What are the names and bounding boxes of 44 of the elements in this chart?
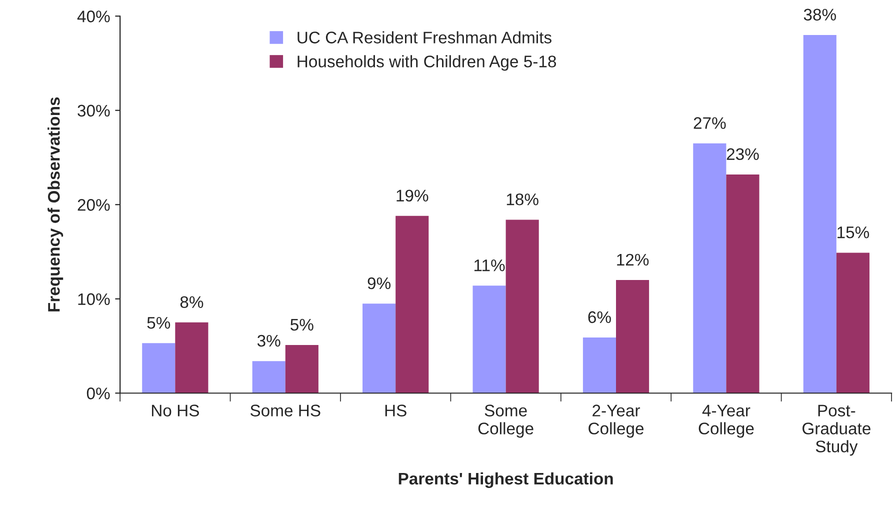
data-label: 5% [147, 317, 170, 329]
y-tick-label: 10% [78, 293, 110, 306]
x-axis-title: Parents' Highest Education [398, 472, 613, 488]
data-label: 6% [588, 311, 611, 324]
y-tick-label: 20% [78, 199, 110, 211]
x-tick-label: No HS [152, 404, 199, 416]
data-label: 19% [396, 190, 428, 202]
x-tick-label: HS [385, 404, 406, 416]
data-label: 23% [726, 148, 759, 160]
bar [836, 252, 870, 394]
data-label: 15% [838, 226, 870, 238]
data-label: 11% [474, 260, 505, 272]
y-axis-title: Frequency of Observations [48, 97, 64, 312]
x-tick-label: 4-Year College [698, 404, 754, 438]
legend-label: Households with Children Age 5-18 [298, 55, 556, 71]
data-label: 38% [804, 8, 836, 21]
bar [726, 174, 760, 394]
bar [616, 280, 650, 394]
bar [362, 304, 396, 394]
bar [506, 220, 539, 394]
bar [142, 343, 176, 394]
bar [693, 143, 726, 394]
legend-label: UC CA Resident Freshman Admits [298, 31, 552, 44]
x-tick-label: Post- Graduate Study [802, 404, 870, 456]
bar [582, 338, 616, 394]
bar [396, 216, 429, 394]
bar [285, 345, 318, 394]
y-tick-label: 0% [86, 388, 110, 400]
data-label: 18% [506, 193, 538, 206]
x-tick-label: 2-Year College [588, 404, 644, 438]
data-label: 3% [257, 334, 280, 347]
data-label: 8% [180, 296, 204, 308]
x-tick-label: Some HS [250, 404, 320, 416]
data-label: 27% [694, 117, 726, 129]
data-label: 9% [368, 277, 391, 290]
bar [472, 286, 506, 394]
data-label: 12% [617, 254, 649, 266]
bar [175, 322, 208, 394]
y-tick-label: 40% [77, 10, 110, 22]
bar [252, 361, 286, 394]
data-label: 5% [290, 318, 314, 331]
bar [803, 34, 836, 394]
x-tick-label: Some College [478, 404, 534, 438]
y-tick-label: 30% [78, 104, 110, 117]
